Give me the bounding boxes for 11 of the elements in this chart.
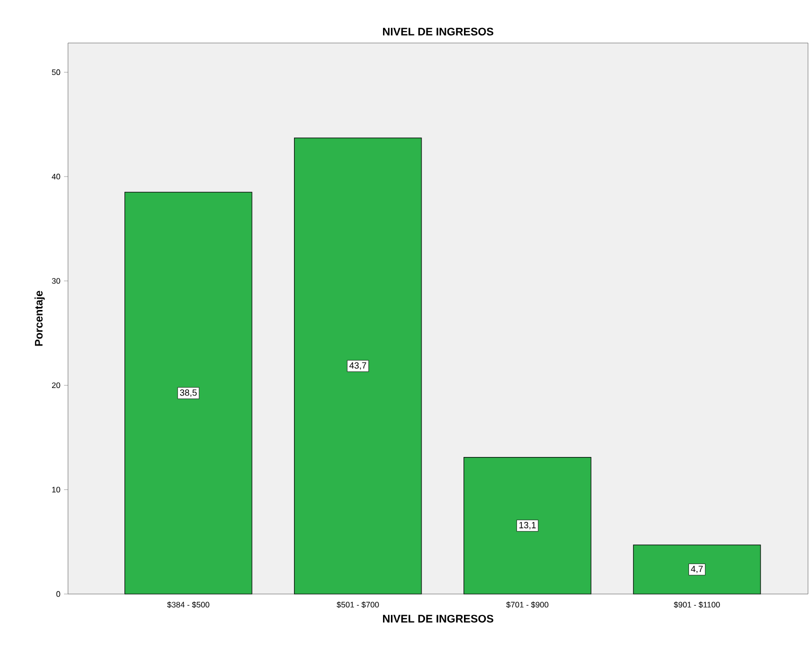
data-label: 4,7	[690, 566, 703, 574]
bar	[633, 544, 761, 594]
data-label: 43,7	[349, 362, 366, 370]
x-axis-title: NIVEL DE INGRESOS	[383, 614, 494, 623]
bar	[464, 456, 592, 594]
bar	[294, 138, 422, 594]
data-label: 38,5	[180, 389, 197, 397]
bar	[124, 192, 252, 594]
y-axis-title: Porcentaje	[34, 290, 45, 346]
chart-title: NIVEL DE INGRESOS	[383, 28, 494, 36]
data-label: 13,1	[519, 522, 536, 530]
